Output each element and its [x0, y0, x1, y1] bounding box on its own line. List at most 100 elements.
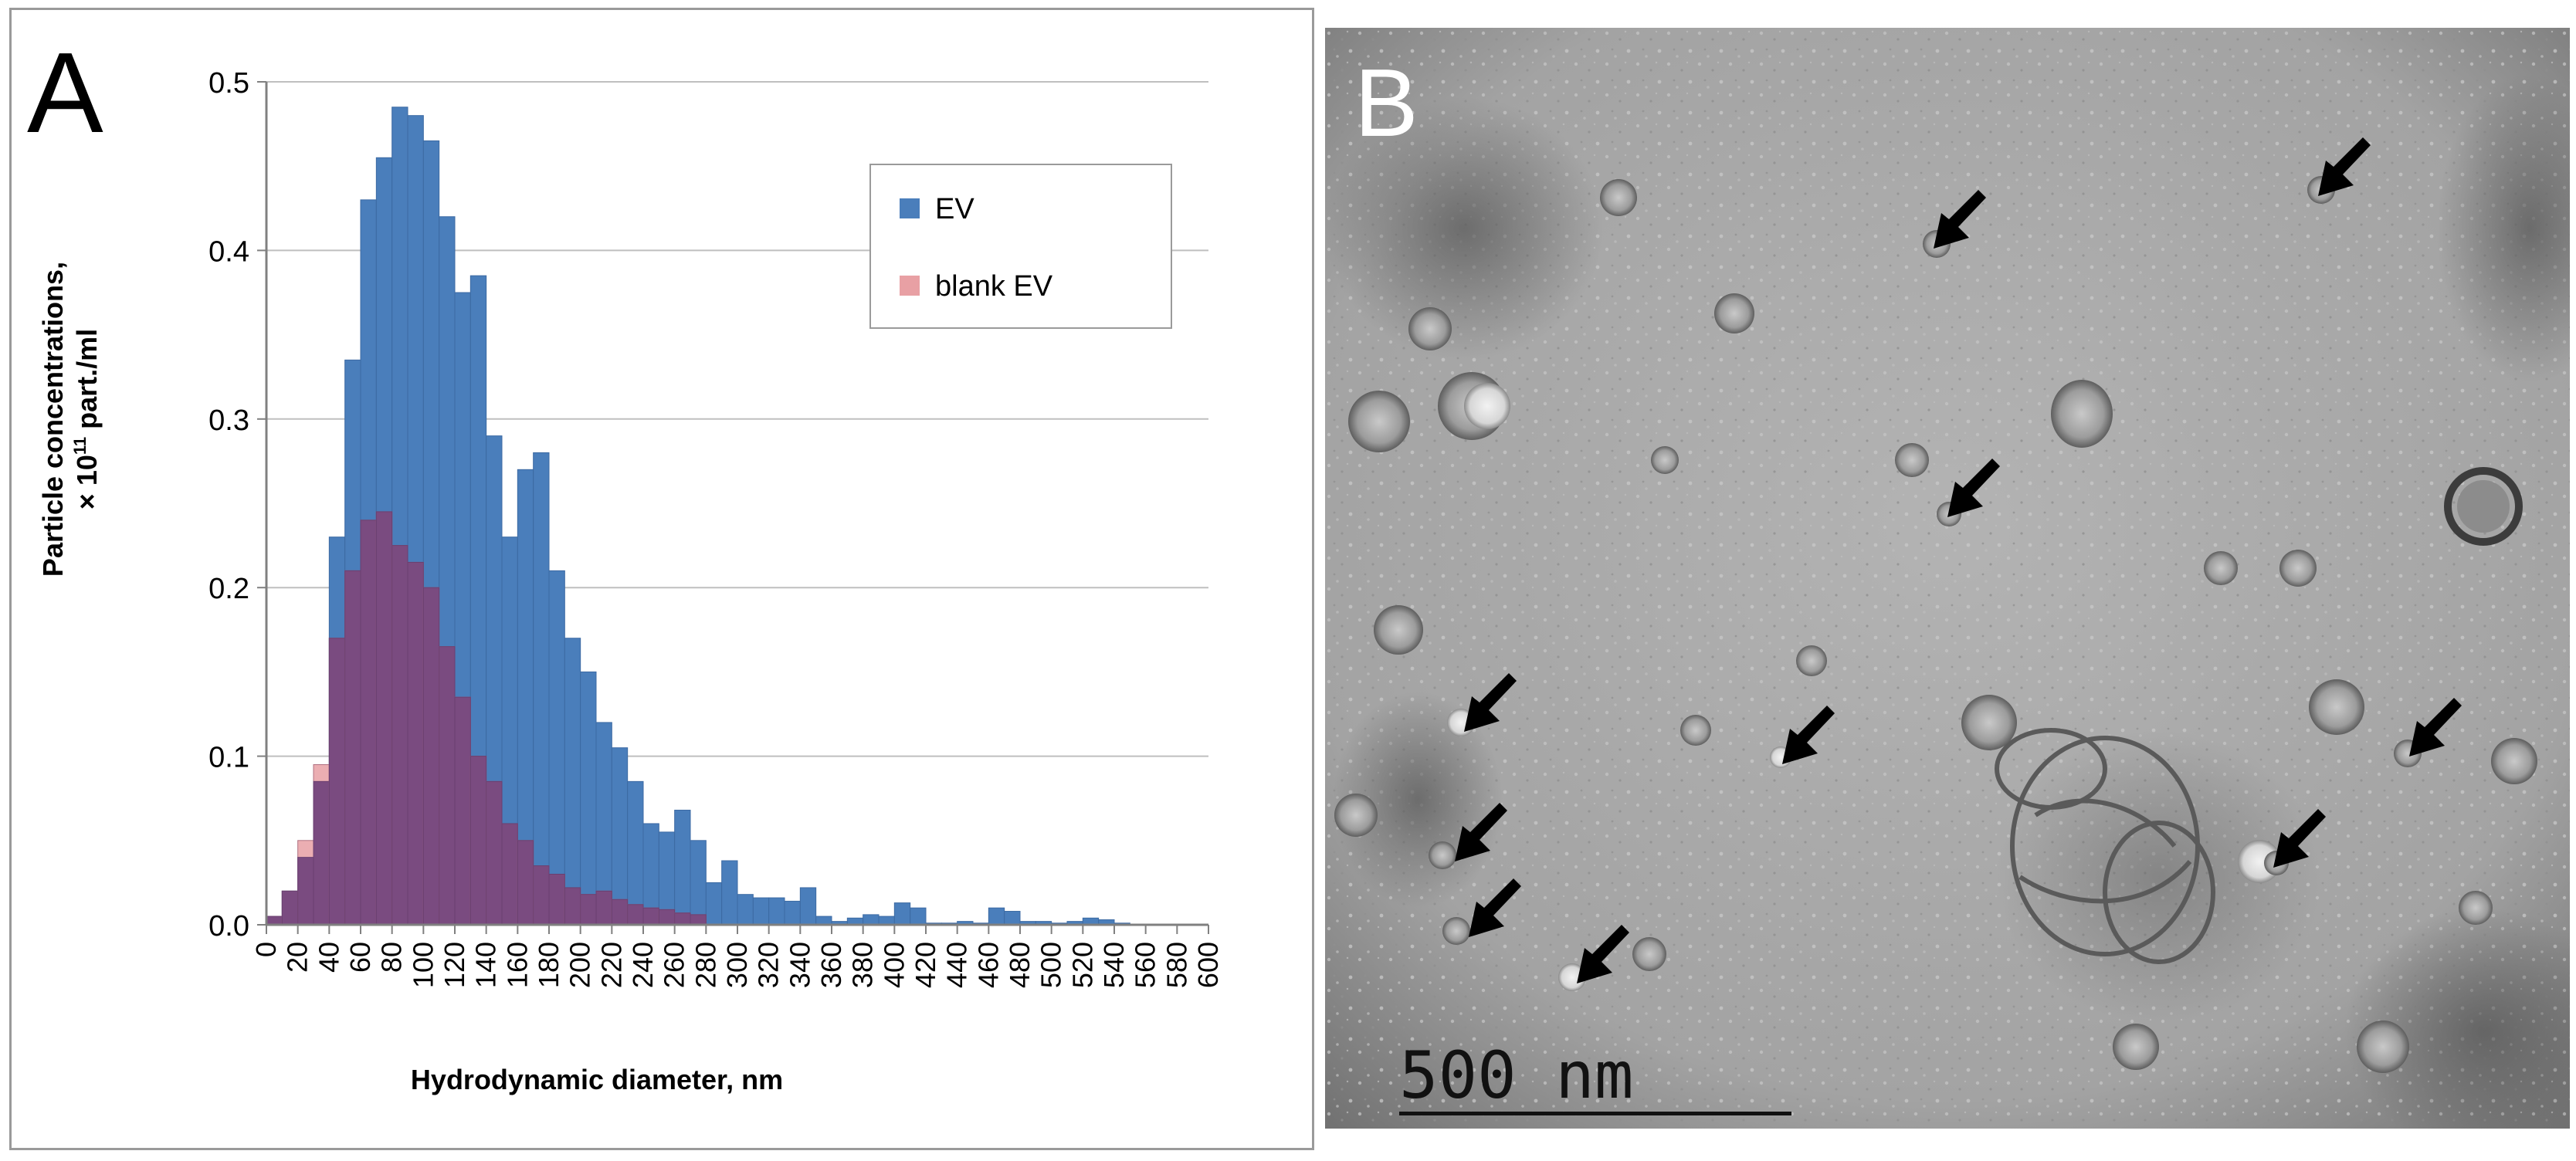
legend-swatch-blank-ev [900, 276, 920, 296]
x-tick-label: 300 [721, 942, 753, 988]
bar-ev [611, 747, 629, 926]
bar-ev [627, 780, 644, 926]
x-tick-label: 540 [1098, 942, 1130, 988]
bar-ev [580, 671, 597, 926]
y-tick-label: 0.2 [208, 573, 249, 605]
bar-ev [893, 902, 911, 926]
bar-ev [737, 894, 754, 926]
x-tick-label: 400 [878, 942, 910, 988]
arrow-8 [1469, 878, 1521, 937]
x-tick-label: 60 [344, 942, 376, 973]
histogram-chart: 0 20 40 60 80 100 120 140 160 180 200 220 240 260 280 3… [27, 29, 1224, 1095]
bar-overlap [580, 894, 597, 926]
x-tick-label: 40 [313, 942, 344, 973]
bar-ev [863, 914, 880, 926]
legend: EV blank EV [869, 164, 1172, 329]
legend-label-ev: EV [935, 193, 974, 225]
bar-overlap [533, 865, 550, 926]
bar-overlap [391, 545, 408, 926]
x-tick-label: 160 [501, 942, 533, 988]
bar-ev [988, 907, 1005, 926]
x-tick-label: 20 [282, 942, 314, 973]
x-tick-label: 380 [847, 942, 879, 988]
bar-ev [690, 840, 707, 926]
bar-overlap [658, 909, 676, 926]
bar-overlap [469, 756, 487, 926]
bar-ev [548, 570, 565, 926]
arrows [1455, 137, 2462, 983]
bar-overlap [674, 912, 691, 926]
bar-overlap [360, 520, 377, 926]
legend-swatch-ev [900, 198, 920, 218]
chart-panel-a: 0 20 40 60 80 100 120 140 160 180 200 220 240 260 280 3… [9, 8, 1314, 1150]
x-tick-label: 240 [627, 942, 659, 988]
arrow-10 [2273, 809, 2326, 868]
arrow-5 [1782, 706, 1835, 764]
x-tick-label: 280 [690, 942, 721, 988]
y-tick-label: 0.5 [208, 67, 249, 100]
x-tick-label: 360 [815, 942, 847, 988]
arrow-3 [1947, 459, 2000, 517]
x-tick-label: 460 [972, 942, 1004, 988]
bar-ev [768, 897, 785, 926]
scale-bar [1399, 1112, 1791, 1115]
arrow-7 [1455, 803, 1507, 861]
bar-ev [799, 887, 817, 926]
y-axis-label-line2: × 1011 part./ml [70, 329, 103, 509]
bar-overlap [297, 857, 314, 926]
bar-ev [705, 882, 723, 926]
arrow-6 [2409, 698, 2462, 757]
bar-overlap [454, 696, 471, 926]
bar-overlap [690, 914, 707, 926]
x-tick-label: 520 [1066, 942, 1098, 988]
x-tick-label: 140 [470, 942, 502, 988]
y-tick-label: 0.4 [208, 235, 249, 268]
panel-label-a: A [27, 29, 103, 157]
bar-overlap [595, 890, 612, 926]
tem-image-panel-b: B 500 nm [1325, 28, 2570, 1129]
x-tick-label: 120 [439, 942, 470, 988]
bar-overlap [344, 570, 361, 926]
x-tick-label: 440 [941, 942, 973, 988]
x-axis-label: Hydrodynamic diameter, nm [411, 1064, 783, 1095]
bar-overlap [548, 873, 565, 926]
legend-box [869, 164, 1172, 329]
bar-ev [721, 860, 738, 926]
tem-micrograph: B 500 nm [1325, 28, 2570, 1129]
x-tick-label: 220 [595, 942, 627, 988]
y-tick-label: 0.0 [208, 910, 249, 943]
bar-ev [878, 916, 895, 926]
arrow-2 [2318, 137, 2371, 196]
bar-ev [910, 907, 927, 926]
x-tick-label: 80 [376, 942, 408, 973]
vesicles [1334, 179, 2537, 1073]
bar-overlap [611, 899, 629, 926]
bar-overlap [313, 780, 330, 926]
bar-overlap [642, 907, 659, 926]
bar-overlap [422, 587, 440, 926]
arrow-1 [1934, 190, 1986, 249]
legend-label-blank-ev: blank EV [935, 270, 1053, 303]
bar-overlap [564, 887, 581, 926]
bar-overlap [281, 890, 299, 926]
x-tick-label: 0 [250, 942, 282, 957]
x-tick-label: 480 [1004, 942, 1035, 988]
bar-overlap [517, 840, 534, 926]
x-tick-label: 560 [1130, 942, 1161, 988]
x-tick-label: 100 [407, 942, 439, 988]
y-tick-label: 0.1 [208, 742, 249, 774]
y-axis-label-line1: Particle concentrations, [37, 262, 69, 577]
bar-ev [752, 897, 770, 926]
bar-overlap [407, 561, 424, 926]
bar-ev [815, 916, 832, 926]
scale-bar-label: 500 nm [1399, 1037, 1633, 1113]
bar-ev [674, 809, 691, 926]
bar-overlap [486, 780, 503, 926]
bar-overlap [266, 916, 283, 926]
bar-overlap [627, 904, 644, 926]
bar-ev [564, 638, 581, 926]
x-tick-label: 580 [1161, 942, 1192, 988]
panel-label-b: B [1354, 50, 1418, 157]
bar-ev [1004, 911, 1021, 926]
bar-ev [784, 900, 801, 926]
